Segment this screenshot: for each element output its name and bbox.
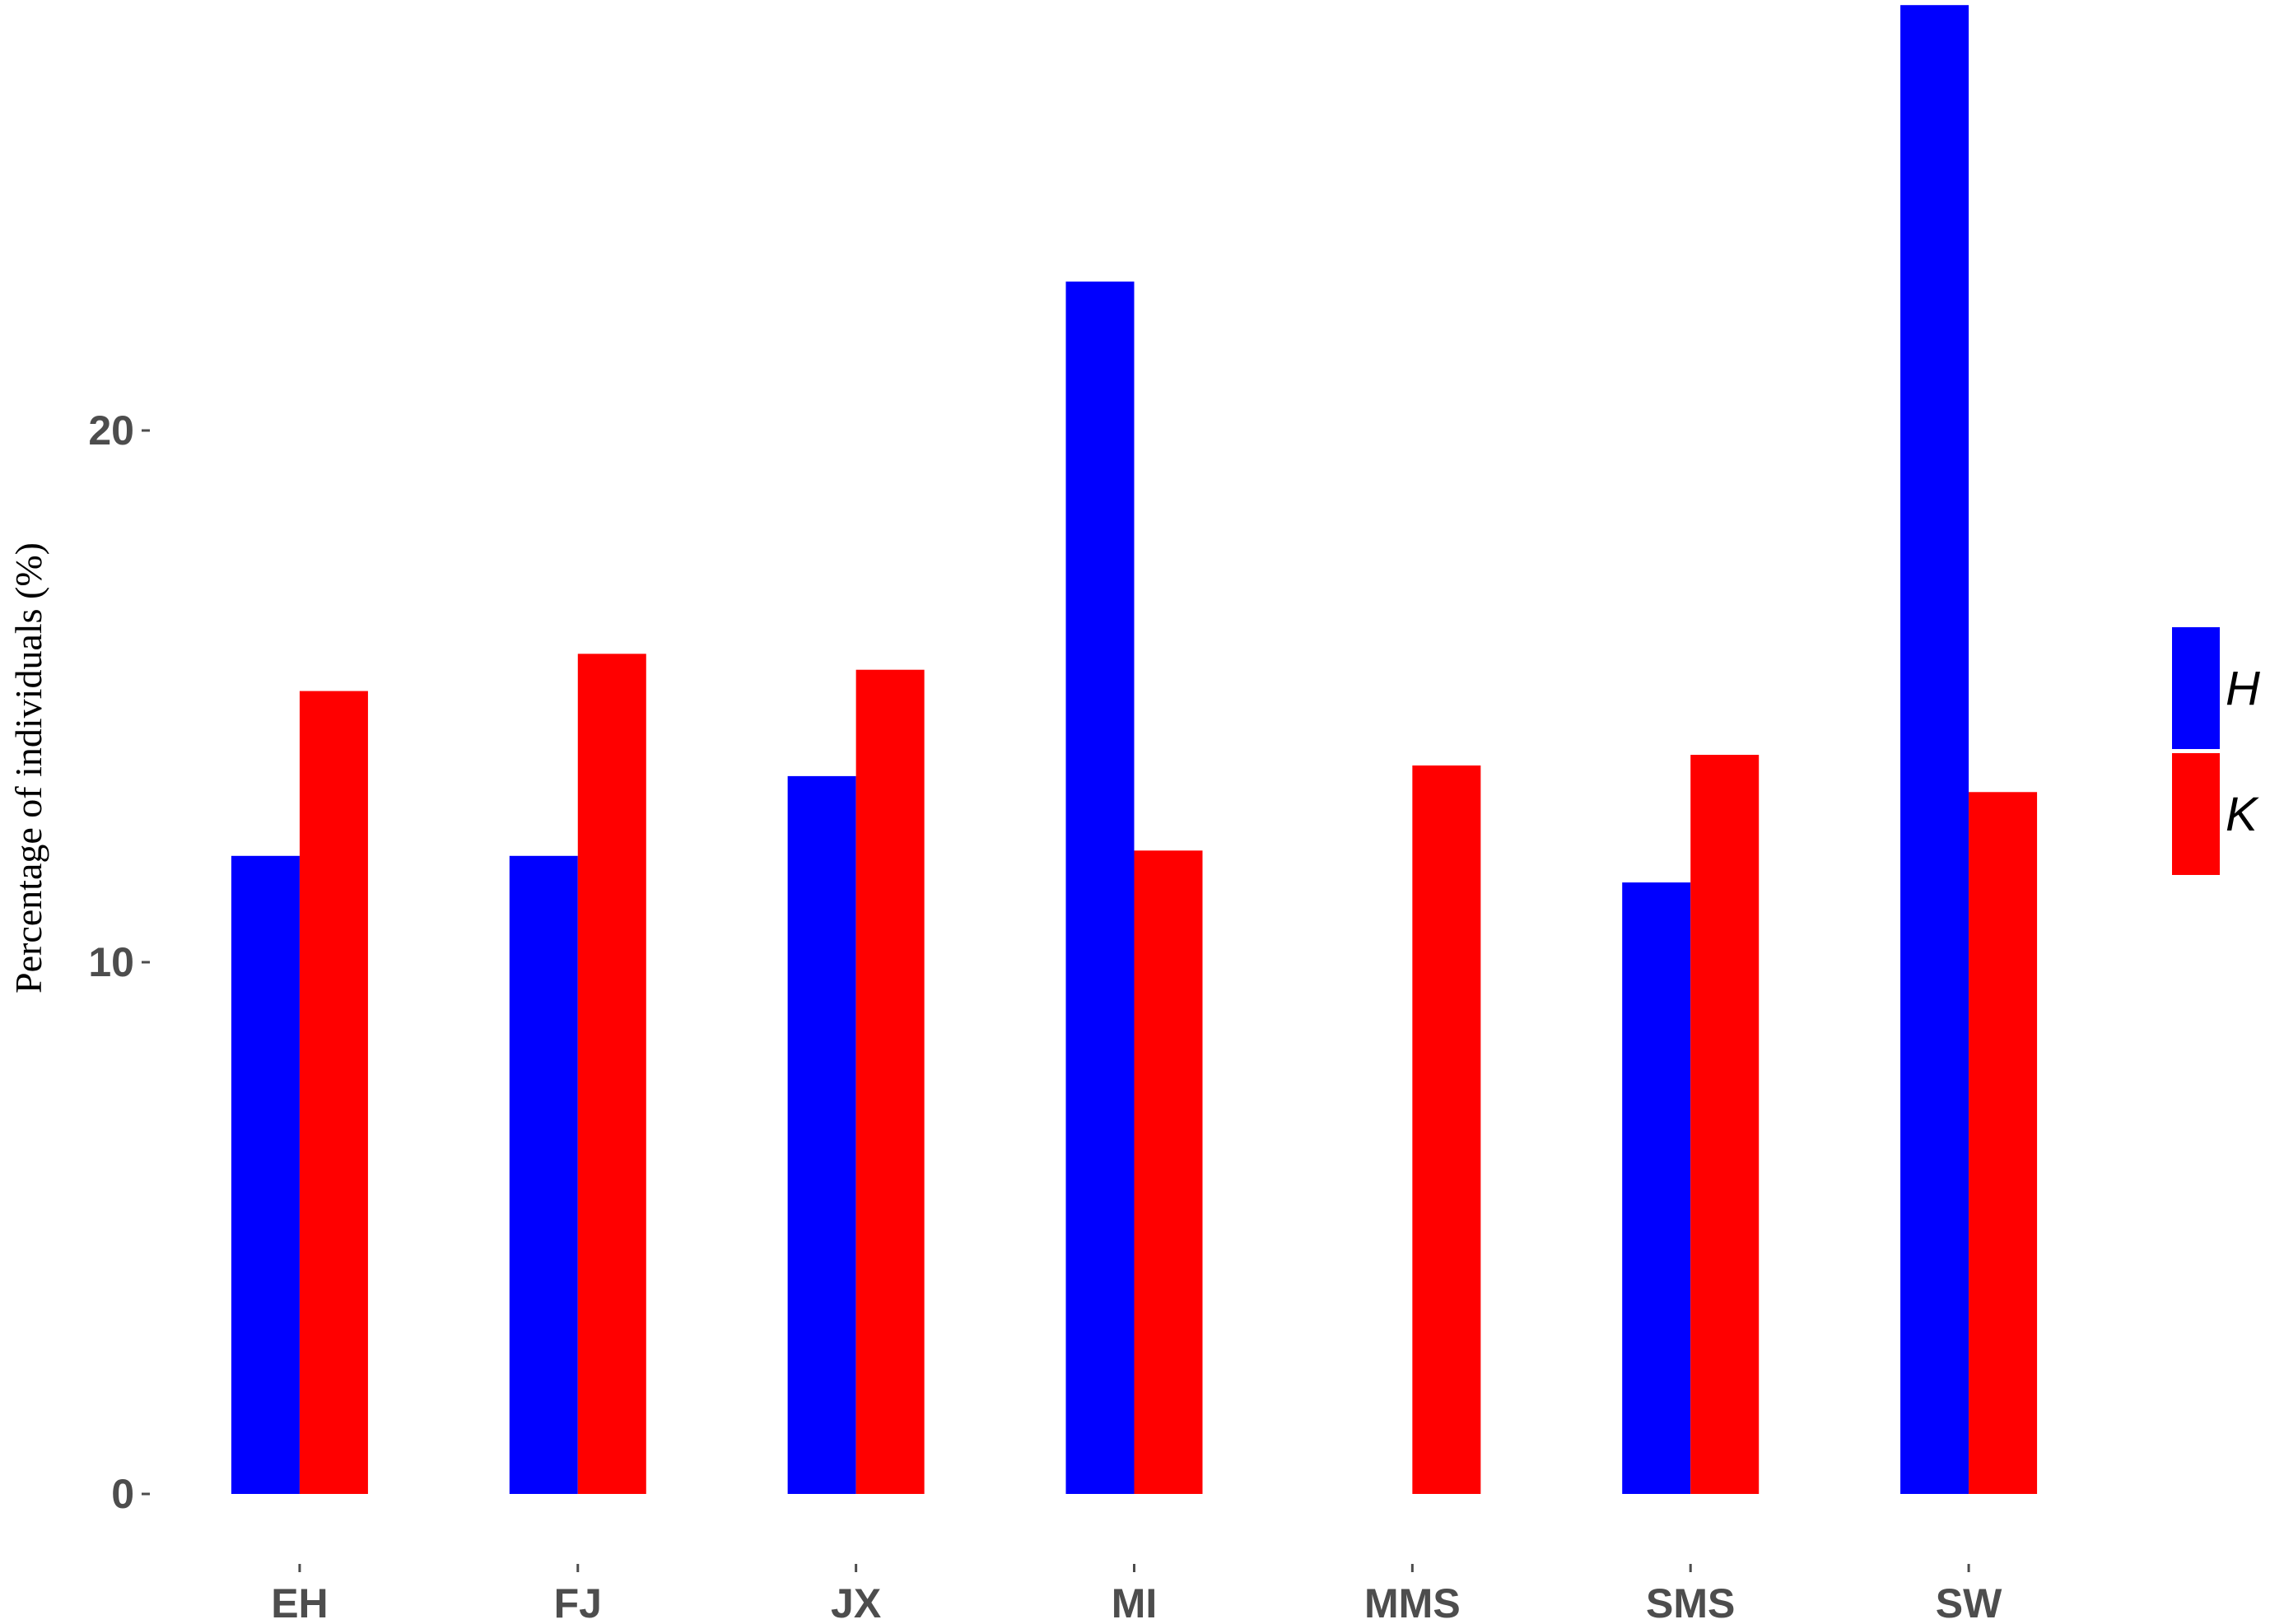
bar-H-SMS xyxy=(1622,882,1691,1494)
x-tick-label: MI xyxy=(1112,1580,1158,1624)
bar-K-SW xyxy=(1969,792,2038,1494)
bars xyxy=(231,5,2038,1495)
legend: HK xyxy=(2172,627,2260,875)
legend-label-H: H xyxy=(2226,662,2260,715)
y-axis-title: Percentage of individuals (%) xyxy=(7,542,49,993)
bar-H-FJ xyxy=(509,855,578,1494)
bar-K-JX xyxy=(855,669,925,1494)
x-axis: EH FJ JX MI MMS SMS SW xyxy=(271,1564,2002,1624)
y-tick-label: 10 xyxy=(88,939,134,985)
x-tick-label: JX xyxy=(831,1580,881,1624)
x-tick-label: SMS xyxy=(1646,1580,1735,1624)
x-tick-label: SW xyxy=(1936,1580,2002,1624)
y-tick-label: 0 xyxy=(111,1471,134,1517)
x-tick-label: FJ xyxy=(554,1580,602,1624)
bar-K-MI xyxy=(1134,850,1203,1494)
y-axis: 0 10 20 xyxy=(88,407,150,1517)
legend-swatch-K xyxy=(2172,753,2220,875)
bar-H-MI xyxy=(1065,282,1135,1494)
legend-swatch-H xyxy=(2172,627,2220,749)
bar-H-JX xyxy=(787,775,856,1494)
x-tick-label: MMS xyxy=(1364,1580,1461,1624)
y-tick-label: 20 xyxy=(88,407,134,454)
x-tick-label: EH xyxy=(271,1580,328,1624)
bar-H-EH xyxy=(231,855,300,1494)
legend-label-K: K xyxy=(2226,788,2259,841)
bar-K-EH xyxy=(299,691,368,1494)
bar-H-SW xyxy=(1900,5,1969,1495)
bar-K-FJ xyxy=(577,654,646,1494)
bar-K-SMS xyxy=(1690,755,1760,1494)
bar-K-MMS xyxy=(1412,765,1481,1494)
